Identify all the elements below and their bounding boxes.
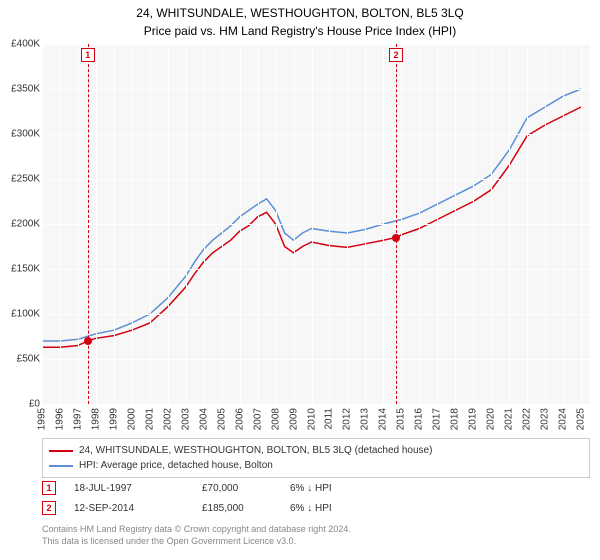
- x-axis-tick-label: 1999: [108, 408, 119, 430]
- attribution: Contains HM Land Registry data © Crown c…: [42, 524, 590, 547]
- attribution-line: This data is licensed under the Open Gov…: [42, 536, 590, 548]
- sale-date: 18-JUL-1997: [74, 483, 184, 494]
- sale-marker-badge: 1: [81, 48, 95, 62]
- x-axis-tick-label: 2011: [324, 408, 335, 430]
- x-axis-tick-label: 2007: [252, 408, 263, 430]
- x-axis-tick-label: 2018: [450, 408, 461, 430]
- sale-price: £185,000: [202, 503, 272, 514]
- legend-item: HPI: Average price, detached house, Bolt…: [49, 458, 583, 473]
- sale-row: 1 18-JUL-1997 £70,000 6% ↓ HPI: [42, 478, 590, 498]
- plot-area: 12: [42, 44, 590, 404]
- x-axis-tick-label: 2012: [342, 408, 353, 430]
- legend-swatch: [49, 450, 73, 452]
- x-axis-tick-label: 2014: [378, 408, 389, 430]
- chart-subtitle: Price paid vs. HM Land Registry's House …: [0, 22, 600, 42]
- sale-delta: 6% ↓ HPI: [290, 503, 332, 514]
- legend: 24, WHITSUNDALE, WESTHOUGHTON, BOLTON, B…: [42, 438, 590, 478]
- y-axis-tick-label: £400K: [2, 39, 40, 50]
- y-axis-tick-label: £100K: [2, 309, 40, 320]
- x-axis-tick-label: 2005: [216, 408, 227, 430]
- sales-table: 1 18-JUL-1997 £70,000 6% ↓ HPI 2 12-SEP-2014 £…: [42, 478, 590, 518]
- sale-row: 2 12-SEP-2014 £185,000 6% ↓ HPI: [42, 498, 590, 518]
- y-axis-tick-label: £200K: [2, 219, 40, 230]
- y-axis-tick-label: £150K: [2, 264, 40, 275]
- y-axis-tick-label: £300K: [2, 129, 40, 140]
- sale-price: £70,000: [202, 483, 272, 494]
- x-axis-tick-label: 2001: [144, 408, 155, 430]
- x-axis-tick-label: 2016: [414, 408, 425, 430]
- sale-marker-point: [392, 234, 400, 242]
- x-axis-tick-label: 2003: [180, 408, 191, 430]
- x-axis-tick-label: 2013: [360, 408, 371, 430]
- x-axis-tick-label: 2000: [126, 408, 137, 430]
- x-axis-tick-label: 2002: [162, 408, 173, 430]
- sale-delta: 6% ↓ HPI: [290, 483, 332, 494]
- y-axis-tick-label: £0: [2, 399, 40, 410]
- y-axis-tick-label: £350K: [2, 84, 40, 95]
- x-axis-tick-label: 2023: [540, 408, 551, 430]
- y-axis-tick-label: £250K: [2, 174, 40, 185]
- chart-container: 24, WHITSUNDALE, WESTHOUGHTON, BOLTON, B…: [0, 0, 600, 560]
- chart-title: 24, WHITSUNDALE, WESTHOUGHTON, BOLTON, B…: [0, 0, 600, 22]
- sale-row-badge: 1: [42, 481, 56, 495]
- sale-marker-line: [88, 44, 89, 404]
- x-axis-tick-label: 2022: [522, 408, 533, 430]
- sale-marker-badge: 2: [389, 48, 403, 62]
- x-axis-tick-label: 2025: [576, 408, 587, 430]
- x-axis-tick-label: 1998: [90, 408, 101, 430]
- x-axis-tick-label: 1997: [72, 408, 83, 430]
- x-axis-tick-label: 2015: [396, 408, 407, 430]
- sale-row-badge: 2: [42, 501, 56, 515]
- x-axis-tick-label: 2004: [198, 408, 209, 430]
- x-axis-tick-label: 2009: [288, 408, 299, 430]
- legend-label: 24, WHITSUNDALE, WESTHOUGHTON, BOLTON, B…: [79, 443, 432, 458]
- x-axis-tick-label: 2006: [234, 408, 245, 430]
- x-axis-tick-label: 2008: [270, 408, 281, 430]
- x-axis-tick-label: 2017: [432, 408, 443, 430]
- legend-label: HPI: Average price, detached house, Bolt…: [79, 458, 273, 473]
- y-axis-tick-label: £50K: [2, 354, 40, 365]
- sale-date: 12-SEP-2014: [74, 503, 184, 514]
- attribution-line: Contains HM Land Registry data © Crown c…: [42, 524, 590, 536]
- x-axis-tick-label: 2020: [486, 408, 497, 430]
- x-axis-tick-label: 2010: [306, 408, 317, 430]
- x-axis-tick-label: 2024: [558, 408, 569, 430]
- x-axis-tick-label: 1996: [54, 408, 65, 430]
- x-axis-tick-label: 1995: [37, 408, 48, 430]
- legend-swatch: [49, 465, 73, 467]
- sale-marker-point: [84, 337, 92, 345]
- legend-item: 24, WHITSUNDALE, WESTHOUGHTON, BOLTON, B…: [49, 443, 583, 458]
- x-axis-tick-label: 2019: [468, 408, 479, 430]
- sale-marker-line: [396, 44, 397, 404]
- x-axis-tick-label: 2021: [504, 408, 515, 430]
